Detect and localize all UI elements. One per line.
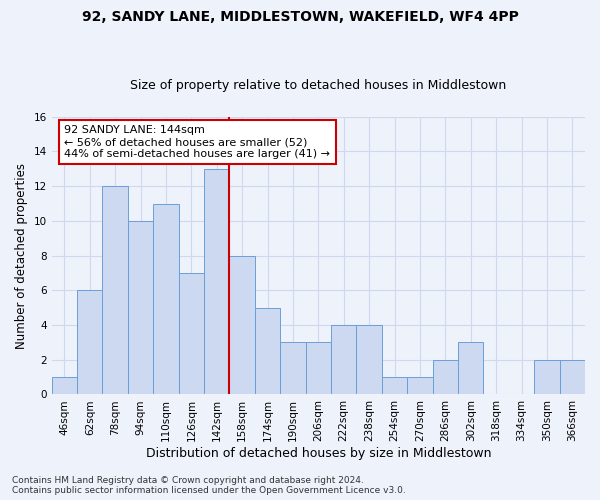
Title: Size of property relative to detached houses in Middlestown: Size of property relative to detached ho… xyxy=(130,79,506,92)
Bar xyxy=(179,273,204,394)
Text: 92, SANDY LANE, MIDDLESTOWN, WAKEFIELD, WF4 4PP: 92, SANDY LANE, MIDDLESTOWN, WAKEFIELD, … xyxy=(82,10,518,24)
Bar xyxy=(128,221,153,394)
X-axis label: Distribution of detached houses by size in Middlestown: Distribution of detached houses by size … xyxy=(146,447,491,460)
Bar xyxy=(103,186,128,394)
Bar xyxy=(229,256,255,394)
Bar xyxy=(204,169,229,394)
Bar xyxy=(433,360,458,394)
Text: Contains HM Land Registry data © Crown copyright and database right 2024.
Contai: Contains HM Land Registry data © Crown c… xyxy=(12,476,406,495)
Bar xyxy=(52,377,77,394)
Bar xyxy=(382,377,407,394)
Bar xyxy=(305,342,331,394)
Bar xyxy=(356,325,382,394)
Y-axis label: Number of detached properties: Number of detached properties xyxy=(15,162,28,348)
Text: 92 SANDY LANE: 144sqm
← 56% of detached houses are smaller (52)
44% of semi-deta: 92 SANDY LANE: 144sqm ← 56% of detached … xyxy=(64,126,331,158)
Bar xyxy=(280,342,305,394)
Bar xyxy=(560,360,585,394)
Bar xyxy=(407,377,433,394)
Bar xyxy=(331,325,356,394)
Bar xyxy=(534,360,560,394)
Bar xyxy=(153,204,179,394)
Bar xyxy=(77,290,103,395)
Bar xyxy=(458,342,484,394)
Bar xyxy=(255,308,280,394)
